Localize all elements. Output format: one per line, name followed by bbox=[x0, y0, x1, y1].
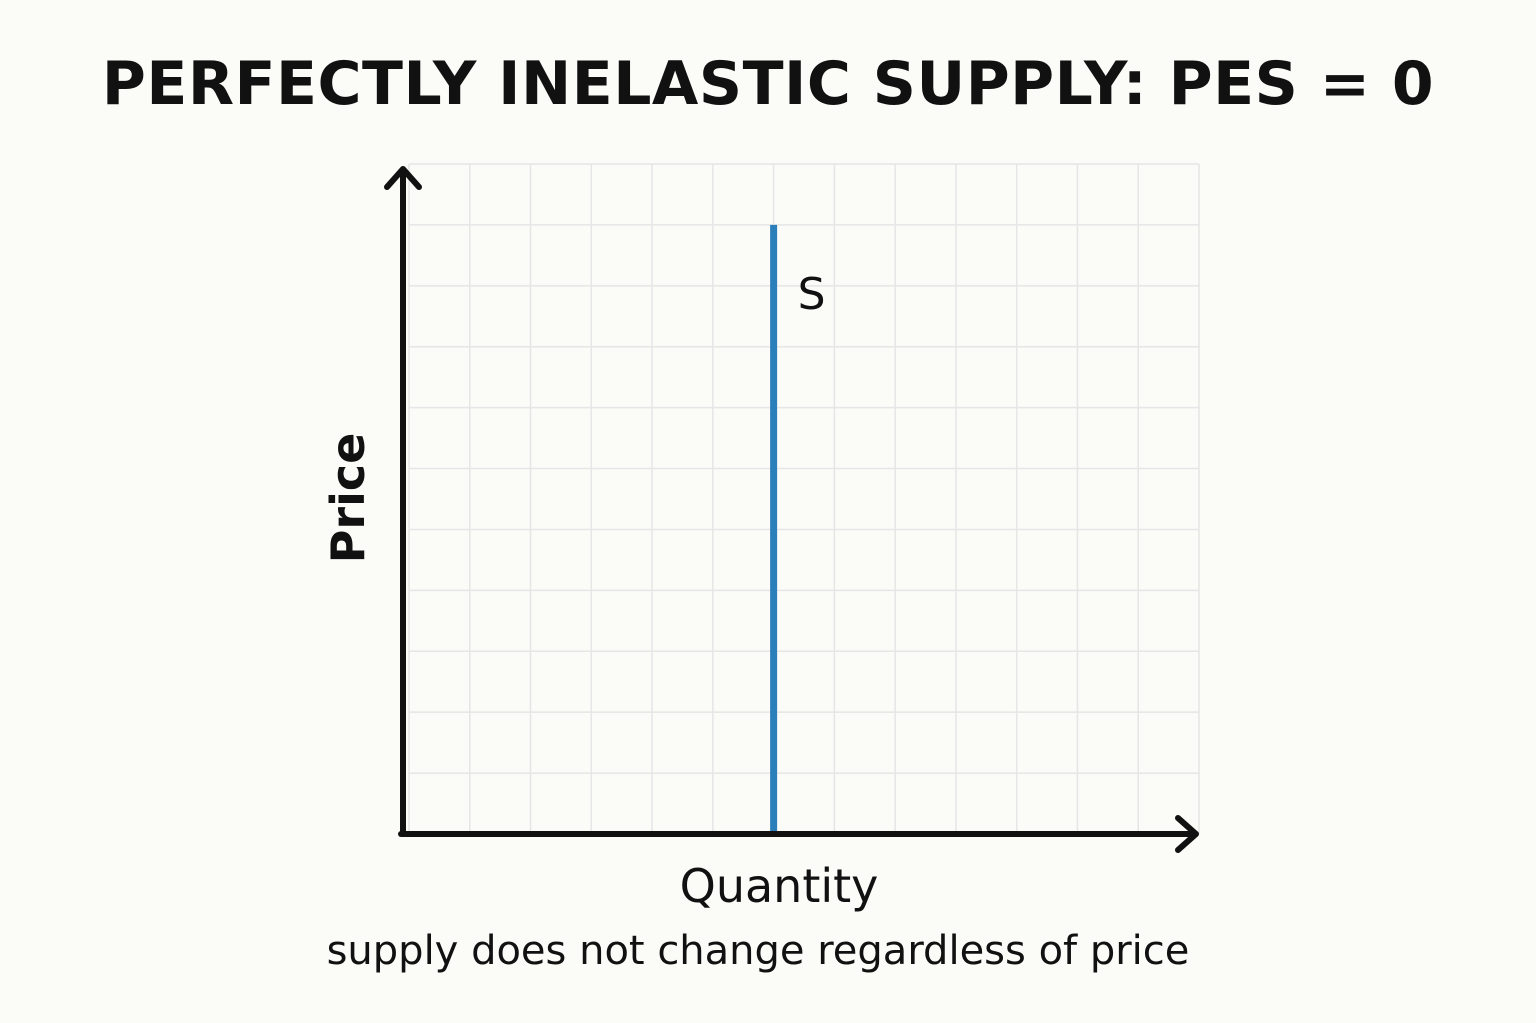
series-layer: S bbox=[770, 224, 826, 834]
supply-curve-label: S bbox=[798, 269, 826, 320]
x-axis-arrow-icon bbox=[1175, 815, 1199, 853]
chart-title: PERFECTLY INELASTIC SUPPLY: PES = 0 bbox=[101, 49, 1435, 119]
y-axis-label: Price bbox=[321, 433, 375, 564]
plot-grid bbox=[408, 163, 1200, 835]
x-axis-label: Quantity bbox=[680, 859, 879, 913]
axes bbox=[384, 166, 1199, 853]
chart-caption: supply does not change regardless of pri… bbox=[326, 928, 1190, 974]
y-axis-arrow-icon bbox=[384, 166, 422, 190]
